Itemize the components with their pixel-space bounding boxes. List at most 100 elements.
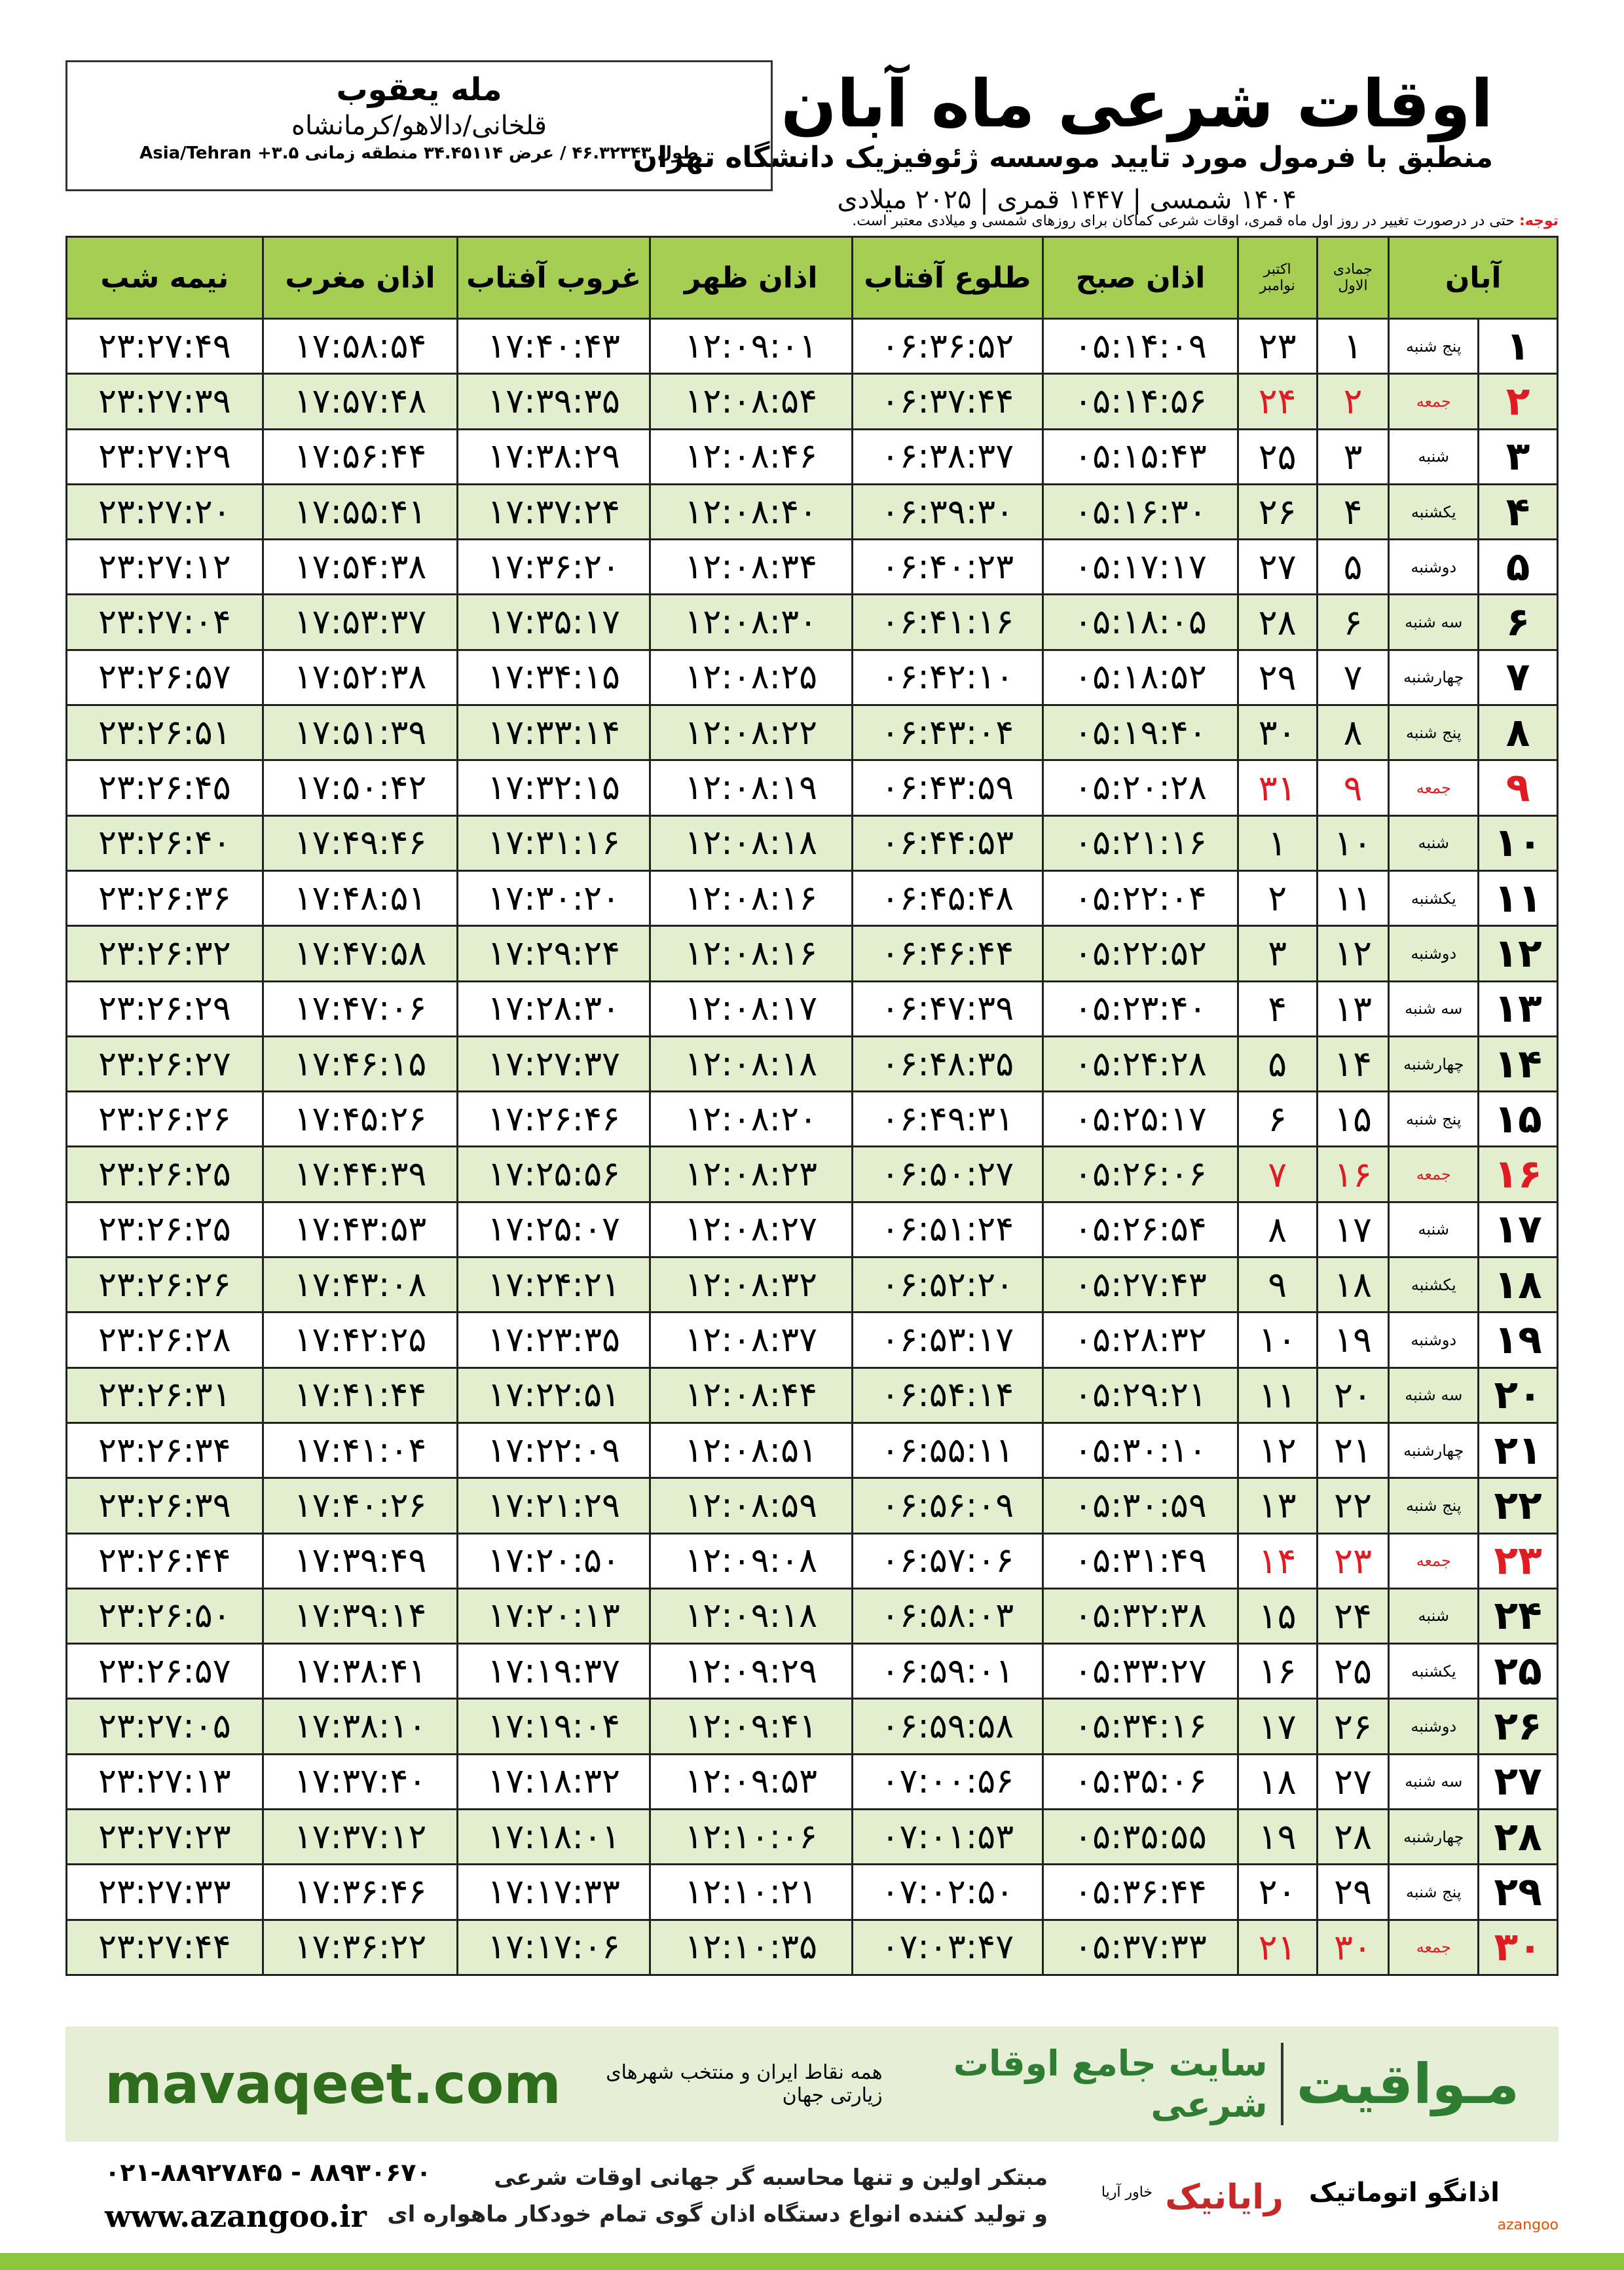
row: ۱۵ پنج شنبه ۱۵ ۶ ۰۵:۲۵:۱۷ ۰۶:۴۹:۳۱ ۱۲:۰۸:۲۰ ۱۷:…	[65, 1090, 1559, 1148]
date-cell: ۳	[1236, 925, 1318, 982]
date-cell: ۱	[1477, 317, 1559, 375]
time-cell: ۱۷:۳۱:۱۶	[456, 814, 651, 872]
time-cell: ۱۲:۰۸:۴۴	[648, 1366, 853, 1424]
time-cell: ۰۵:۱۸:۰۵	[1042, 593, 1239, 651]
time-cell: ۱۲:۱۰:۰۶	[648, 1808, 853, 1866]
date-cell: سه شنبه	[1388, 593, 1480, 651]
time-cell: ۰۵:۲۲:۰۴	[1042, 869, 1239, 927]
date-cell: ۱۷	[1316, 1200, 1390, 1259]
row: ۲۵ یکشنبه ۲۵ ۱۶ ۰۵:۳۳:۲۷ ۰۶:۵۹:۰۱ ۱۲:۰۹:۲۹ ۱۷:۱…	[65, 1643, 1559, 1700]
note-text: حتی در درصورت تغییر در روز اول ماه قمری،…	[852, 213, 1515, 229]
date-cell: ۲۲	[1316, 1477, 1390, 1535]
title: اوقات شرعی ماه آبان	[781, 65, 1493, 142]
date-cell: سه شنبه	[1388, 980, 1480, 1037]
time-cell: ۲۳:۲۶:۵۱	[65, 704, 264, 762]
date-cell: چهارشنبه	[1388, 1808, 1480, 1866]
date-cell: ۱۴	[1236, 1532, 1318, 1590]
time-cell: ۱۲:۰۸:۴۰	[648, 483, 853, 541]
date-cell: ۲۰	[1477, 1366, 1559, 1424]
date-cell: ۲۱	[1236, 1918, 1318, 1976]
time-cell: ۱۷:۴۱:۰۴	[261, 1421, 459, 1479]
date-cell: ۱۱	[1236, 1366, 1318, 1424]
time-cell: ۰۵:۲۹:۲۱	[1042, 1366, 1239, 1424]
time-cell: ۱۷:۴۱:۴۴	[261, 1366, 459, 1424]
date-cell: ۱۶	[1477, 1145, 1559, 1203]
time-cell: ۰۶:۳۷:۴۴	[851, 373, 1044, 430]
time-cell: ۲۳:۲۷:۰۴	[65, 593, 264, 651]
time-cell: ۱۷:۳۷:۴۰	[261, 1753, 459, 1811]
date-cell: ۹	[1477, 759, 1559, 817]
header-row: آبان جمادی الاول اکتبر نوامبر اذان صبح طلو…	[65, 236, 1559, 320]
web[interactable]: www.azangoo.ir	[105, 2199, 367, 2234]
date-cell: ۸	[1477, 704, 1559, 762]
footer-line1: مبتکر اولین و تنها محاسبه گر جهانی اوقات…	[494, 2165, 1048, 2191]
time-cell: ۲۳:۲۶:۳۲	[65, 925, 264, 982]
time-cell: ۰۵:۳۷:۳۳	[1042, 1918, 1239, 1976]
time-cell: ۰۵:۱۴:۵۶	[1042, 373, 1239, 430]
date-cell: ۲۹	[1477, 1863, 1559, 1921]
date-cell: ۱۷	[1477, 1200, 1559, 1259]
date-cell: ۱۶	[1236, 1643, 1318, 1700]
time-cell: ۲۳:۲۷:۴۴	[65, 1918, 264, 1976]
time-cell: ۱۷:۲۴:۲۱	[456, 1256, 651, 1314]
date-cell: ۲۶	[1477, 1698, 1559, 1755]
row: ۲ جمعه ۲ ۲۴ ۰۵:۱۴:۵۶ ۰۶:۳۷:۴۴ ۱۲:۰۸:۵۴ ۱۷:۳۹:۳۵…	[65, 373, 1559, 430]
time-cell: ۱۷:۴۰:۴۳	[456, 317, 651, 375]
banner: مـواقیت سایت جامع اوقات شرعی همه نقاط ای…	[65, 2026, 1559, 2142]
date-cell: ۳	[1477, 428, 1559, 485]
time-cell: ۱۷:۲۵:۵۶	[456, 1145, 651, 1203]
time-cell: ۰۵:۲۷:۴۳	[1042, 1256, 1239, 1314]
time-cell: ۰۵:۲۶:۰۶	[1042, 1145, 1239, 1203]
date-cell: ۱۳	[1236, 1477, 1318, 1535]
date-cell: چهارشنبه	[1388, 1035, 1480, 1093]
date-cell: پنج شنبه	[1388, 1477, 1480, 1535]
time-cell: ۰۵:۳۲:۳۸	[1042, 1587, 1239, 1645]
dates: ۱۴۰۴ شمسی | ۱۴۴۷ قمری | ۲۰۲۵ میلادی	[837, 185, 1297, 215]
date-cell: ۲۷	[1236, 538, 1318, 596]
time-cell: ۱۷:۵۵:۴۱	[261, 483, 459, 541]
date-cell: ۱۴	[1477, 1035, 1559, 1093]
time-cell: ۱۲:۰۸:۳۴	[648, 538, 853, 596]
time-cell: ۲۳:۲۶:۲۸	[65, 1311, 264, 1369]
row: ۱ پنج شنبه ۱ ۲۳ ۰۵:۱۴:۰۹ ۰۶:۳۶:۵۲ ۱۲:۰۹:۰۱ ۱۷:۴…	[65, 317, 1559, 375]
time-cell: ۰۷:۰۳:۴۷	[851, 1918, 1044, 1976]
time-cell: ۰۶:۴۳:۰۴	[851, 704, 1044, 762]
date-cell: ۶	[1477, 593, 1559, 651]
time-cell: ۱۷:۴۹:۴۶	[261, 814, 459, 872]
time-cell: ۲۳:۲۶:۳۶	[65, 869, 264, 927]
time-cell: ۰۵:۱۴:۰۹	[1042, 317, 1239, 375]
header-gregorian: اکتبر نوامبر	[1236, 236, 1318, 320]
time-cell: ۰۶:۴۳:۵۹	[851, 759, 1044, 817]
time-cell: ۲۳:۲۶:۲۷	[65, 1035, 264, 1093]
time-cell: ۲۳:۲۷:۲۰	[65, 483, 264, 541]
time-cell: ۰۵:۳۵:۰۶	[1042, 1753, 1239, 1811]
time-cell: ۱۷:۴۵:۲۶	[261, 1090, 459, 1148]
url[interactable]: mavaqeet.com	[105, 2052, 561, 2116]
row: ۸ پنج شنبه ۸ ۳۰ ۰۵:۱۹:۴۰ ۰۶:۴۳:۰۴ ۱۲:۰۸:۲۲ ۱۷:۳…	[65, 704, 1559, 762]
row: ۲۱ چهارشنبه ۲۱ ۱۲ ۰۵:۳۰:۱۰ ۰۶:۵۵:۱۱ ۱۲:۰۸:۵۱ ۱۷…	[65, 1421, 1559, 1479]
date-cell: ۱۵	[1477, 1090, 1559, 1148]
time-cell: ۰۶:۳۶:۵۲	[851, 317, 1044, 375]
time-cell: ۱۷:۲۵:۰۷	[456, 1200, 651, 1259]
date-cell: ۹	[1236, 1256, 1318, 1314]
time-cell: ۰۵:۲۰:۲۸	[1042, 759, 1239, 817]
time-cell: ۱۷:۵۷:۴۸	[261, 373, 459, 430]
brand: مـواقیت	[1296, 2052, 1519, 2116]
date-cell: ۲۵	[1316, 1643, 1390, 1700]
time-cell: ۰۶:۵۹:۵۸	[851, 1698, 1044, 1755]
time-cell: ۲۳:۲۶:۵۷	[65, 648, 264, 707]
time-cell: ۲۳:۲۶:۲۶	[65, 1090, 264, 1148]
date-cell: جمعه	[1388, 1918, 1480, 1976]
time-cell: ۱۲:۰۸:۱۹	[648, 759, 853, 817]
time-cell: ۱۷:۱۷:۰۶	[456, 1918, 651, 1976]
time-cell: ۲۳:۲۷:۲۹	[65, 428, 264, 485]
date-cell: ۷	[1477, 648, 1559, 707]
date-cell: ۱۵	[1316, 1090, 1390, 1148]
date-cell: ۱۸	[1316, 1256, 1390, 1314]
time-cell: ۱۷:۲۰:۵۰	[456, 1532, 651, 1590]
date-cell: ۲۳	[1236, 317, 1318, 375]
time-cell: ۰۷:۰۰:۵۶	[851, 1753, 1044, 1811]
time-cell: ۱۲:۰۹:۵۳	[648, 1753, 853, 1811]
date-cell: شنبه	[1388, 428, 1480, 485]
date-cell: ۲۴	[1236, 373, 1318, 430]
